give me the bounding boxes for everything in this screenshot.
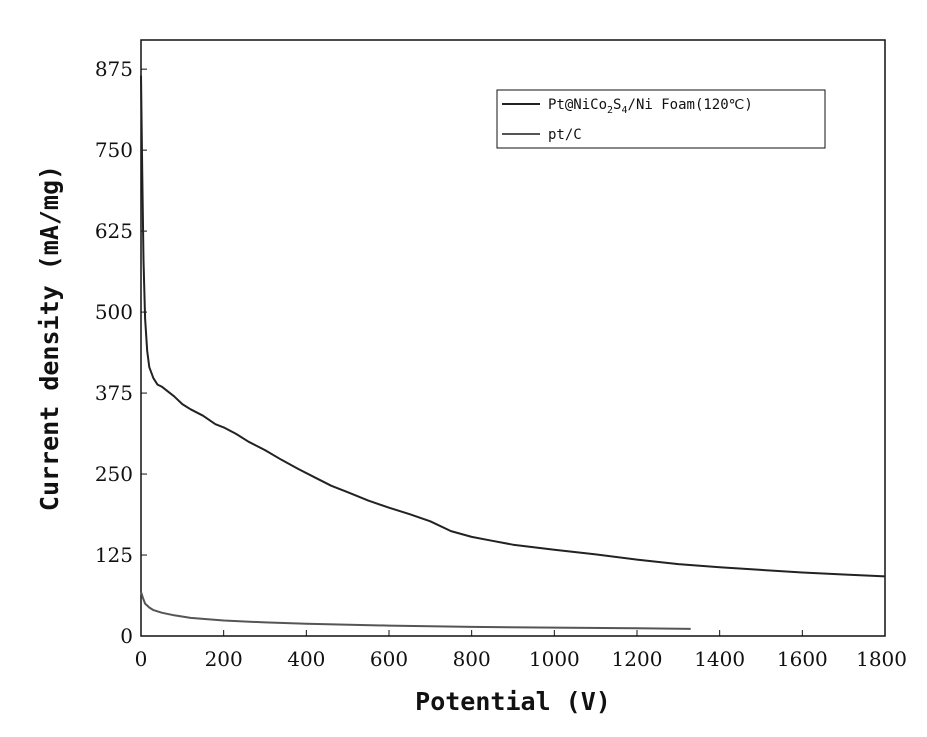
y-axis-title: Current density (mA/mg)	[35, 165, 64, 511]
x-tick-label: 0	[135, 647, 148, 671]
x-tick-label: 1000	[529, 647, 580, 671]
y-tick-label: 875	[95, 57, 133, 81]
legend: Pt@NiCo2S4/Ni Foam(120℃) pt/C	[497, 90, 825, 148]
series-layer	[141, 76, 885, 629]
x-tick-label: 1600	[777, 647, 828, 671]
legend-label-part: S	[613, 97, 621, 113]
y-tick-label: 125	[95, 543, 133, 567]
y-tick-label: 0	[120, 624, 133, 648]
y-tick-label: 750	[95, 138, 133, 162]
y-tick-label: 250	[95, 462, 133, 486]
legend-label-pt-c: pt/C	[548, 127, 582, 143]
legend-label-part: /Ni Foam(120℃)	[628, 97, 753, 113]
legend-label-part: Pt@NiCo	[548, 97, 607, 113]
y-tick-label: 500	[95, 300, 133, 324]
x-tick-label: 800	[453, 647, 491, 671]
series-line-1	[141, 592, 691, 629]
y-axis: 0 125 250 375 500 625 750 875	[95, 57, 147, 648]
x-tick-label: 1200	[612, 647, 663, 671]
x-axis-title: Potential (V)	[415, 687, 611, 716]
x-tick-label: 1800	[856, 647, 907, 671]
x-tick-label: 600	[370, 647, 408, 671]
x-tick-label: 200	[205, 647, 243, 671]
x-tick-label: 1400	[694, 647, 745, 671]
x-tick-label: 400	[287, 647, 325, 671]
y-tick-label: 625	[95, 219, 133, 243]
y-tick-label: 375	[95, 381, 133, 405]
series-line-0	[141, 76, 885, 577]
